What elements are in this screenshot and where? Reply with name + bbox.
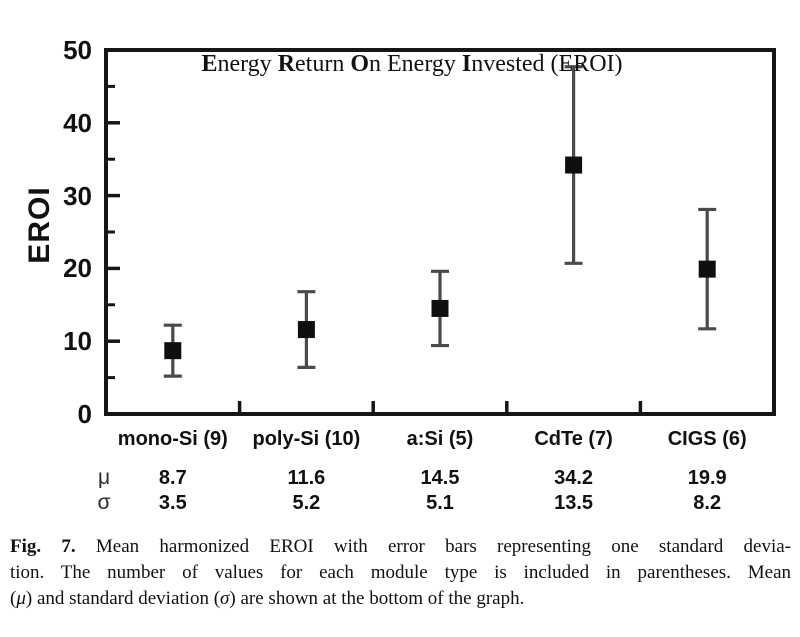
- x-category-label-3: CdTe (7): [534, 428, 613, 450]
- chart-title-segment-1: nergy: [217, 51, 278, 77]
- data-point-4: [698, 260, 716, 278]
- chart-title-segment-7: nvested (EROI): [471, 51, 623, 77]
- chart-title: Energy Return On Energy Invested (EROI): [112, 51, 712, 77]
- eroi-chart: Energy Return On Energy Invested (EROI) …: [23, 35, 776, 514]
- chart-title-segment-0: E: [201, 51, 218, 77]
- y-tick-label-0: 0: [77, 399, 92, 429]
- stat-symbol-standard-deviation: σ: [97, 491, 111, 514]
- stat-standard-deviation-value-1: 5.2: [292, 492, 321, 514]
- stat-symbol-mean: μ: [97, 466, 111, 489]
- stat-mean-value-1: 11.6: [287, 467, 326, 489]
- plot-border: [104, 48, 776, 416]
- chart-title-segment-6: I: [461, 51, 472, 77]
- stat-standard-deviation-value-3: 13.5: [554, 492, 594, 514]
- caption-segment-1-0: Fig. 7.: [10, 536, 76, 557]
- x-category-label-0: mono-Si (9): [117, 428, 228, 450]
- stat-mean-value-0: 8.7: [158, 467, 187, 489]
- chart-title-segment-5: n Energy: [369, 51, 462, 77]
- caption-segment-3-3: σ: [220, 588, 230, 609]
- x-category-label-1: poly-Si (10): [252, 428, 361, 450]
- chart-title-segment-4: O: [350, 51, 370, 77]
- caption-line-2: tion. The number of values for each modu…: [10, 560, 791, 586]
- chart-title-segment-3: eturn: [295, 51, 351, 77]
- data-point-0: [164, 342, 182, 360]
- stat-standard-deviation-value-0: 3.5: [158, 492, 187, 514]
- caption-segment-3-0: (: [10, 588, 17, 609]
- stat-mean-value-4: 19.9: [687, 467, 727, 489]
- figure-caption: Fig. 7. Mean harmonized EROI with error …: [10, 534, 791, 612]
- y-tick-label-30: 30: [63, 180, 92, 211]
- caption-segment-2-0: tion. The number of values for each modu…: [10, 562, 791, 583]
- caption-segment-3-1: μ: [16, 588, 26, 609]
- stat-standard-deviation-value-2: 5.1: [426, 492, 454, 514]
- y-tick-label-40: 40: [63, 107, 92, 138]
- stat-mean-value-3: 34.2: [554, 467, 594, 489]
- caption-line-1: Fig. 7. Mean harmonized EROI with error …: [10, 534, 791, 560]
- caption-segment-3-2: ) and standard deviation (: [25, 588, 221, 609]
- x-category-label-4: CIGS (6): [667, 428, 747, 450]
- data-point-2: [431, 299, 449, 317]
- plot-canvas: [104, 48, 776, 416]
- data-point-1: [297, 321, 315, 339]
- y-tick-label-50: 50: [63, 35, 92, 65]
- data-point-3: [565, 156, 583, 174]
- y-tick-label-20: 20: [63, 253, 92, 284]
- y-tick-label-10: 10: [63, 326, 92, 357]
- stat-standard-deviation-value-4: 8.2: [693, 492, 722, 514]
- caption-segment-1-1: Mean harmonized EROI with error bars rep…: [75, 536, 791, 557]
- x-category-label-2: a:Si (5): [406, 428, 474, 450]
- caption-line-3: (μ) and standard deviation (σ) are shown…: [10, 586, 791, 612]
- chart-title-segment-2: R: [277, 51, 296, 77]
- stat-mean-value-2: 14.5: [420, 467, 460, 489]
- caption-segment-3-4: ) are shown at the bottom of the graph.: [229, 588, 525, 609]
